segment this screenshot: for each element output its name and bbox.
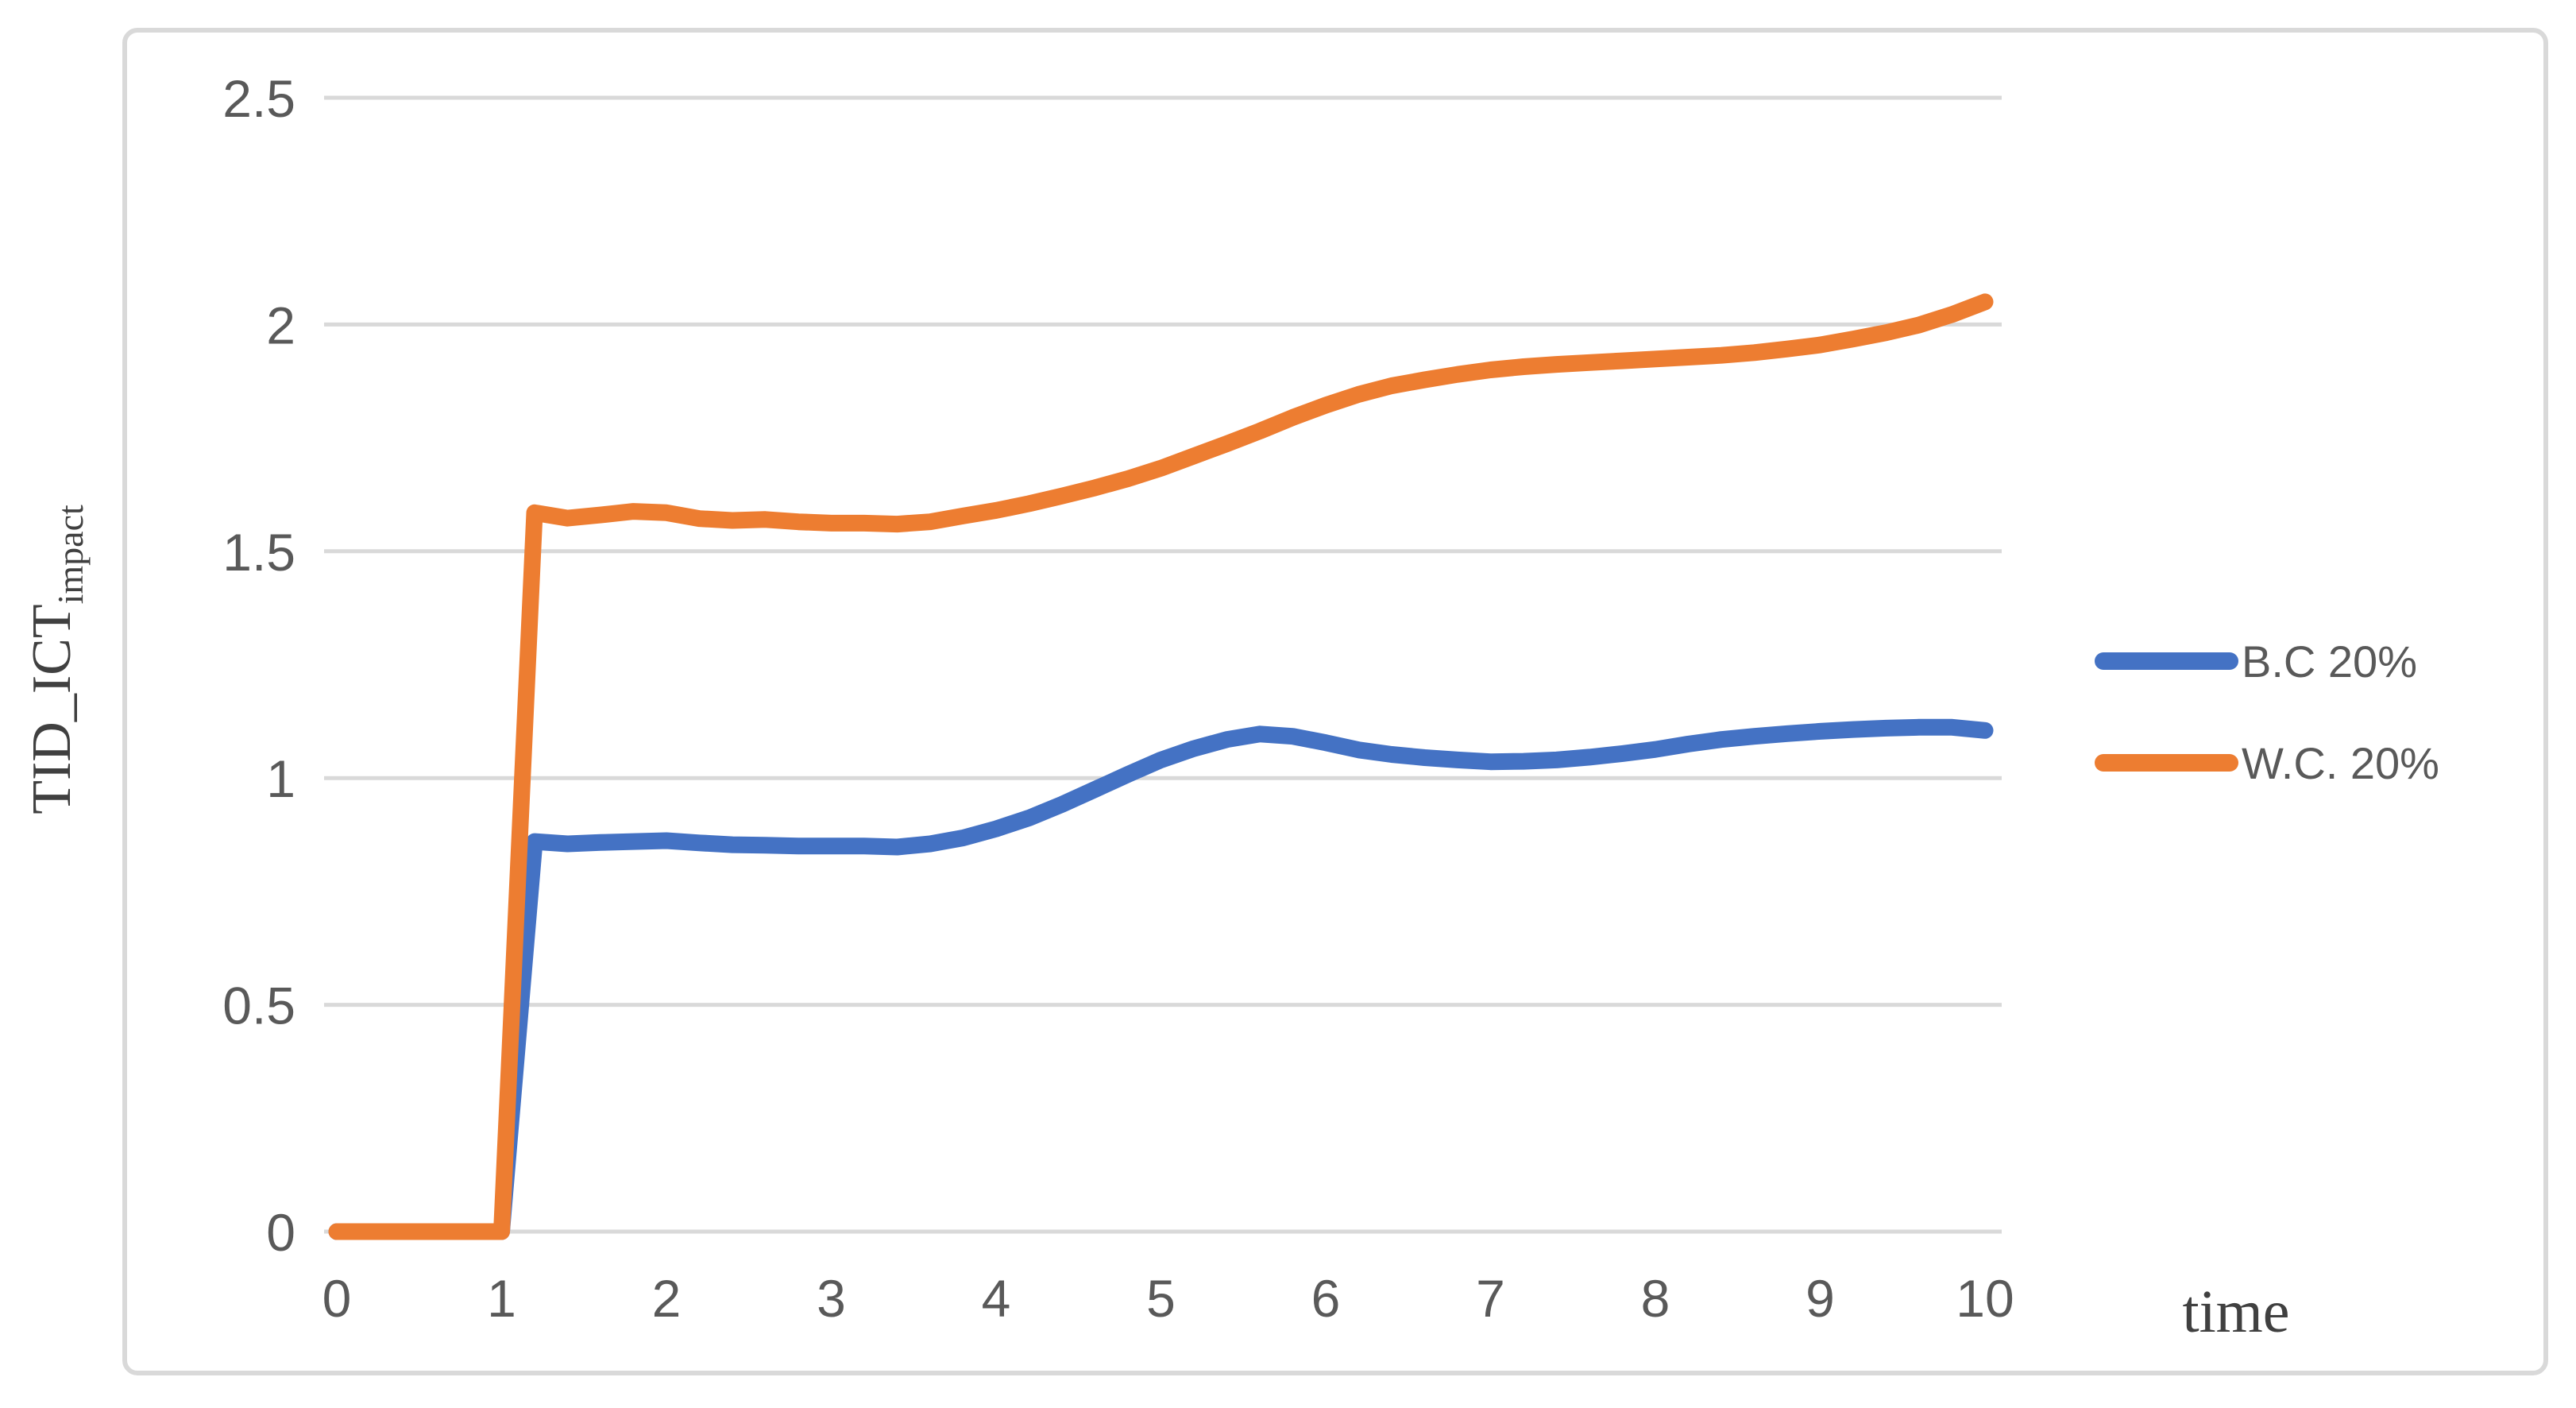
x-tick-label-7: 7 xyxy=(1476,1269,1505,1328)
x-tick-label-8: 8 xyxy=(1641,1269,1670,1328)
legend-item-wc: W.C. 20% xyxy=(2095,738,2439,788)
y-axis-title-subscript: impact xyxy=(50,505,91,604)
x-tick-label-0: 0 xyxy=(322,1269,352,1328)
y-tick-label-0: 0 xyxy=(266,1203,295,1262)
y-axis-title: TID_ICTimpact xyxy=(21,505,91,814)
y-tick-label-1.5: 1.5 xyxy=(222,523,295,582)
x-tick-label-2: 2 xyxy=(652,1269,682,1328)
x-tick-label-9: 9 xyxy=(1806,1269,1835,1328)
y-tick-label-0.5: 0.5 xyxy=(222,977,295,1035)
y-tick-label-2.5: 2.5 xyxy=(222,69,295,128)
legend: B.C 20% W.C. 20% xyxy=(2095,636,2439,788)
x-tick-label-1: 1 xyxy=(487,1269,516,1328)
gridlines xyxy=(324,95,2002,1234)
series-line-bc xyxy=(328,718,1994,1240)
legend-label-bc: B.C 20% xyxy=(2242,636,2417,687)
series-lines xyxy=(328,293,1994,1240)
x-axis-title: time xyxy=(2182,1278,2289,1345)
series-line-wc xyxy=(328,293,1994,1240)
y-tick-label-2: 2 xyxy=(266,296,295,354)
plot-border xyxy=(122,28,2548,1375)
y-axis-tick-labels: 0 0.5 1 1.5 2 2.5 xyxy=(222,69,295,1262)
x-tick-label-3: 3 xyxy=(817,1269,846,1328)
x-tick-label-4: 4 xyxy=(982,1269,1011,1328)
y-axis-title-main: TID_ICT xyxy=(21,604,83,814)
x-tick-label-5: 5 xyxy=(1146,1269,1176,1328)
y-tick-label-1: 1 xyxy=(266,749,295,808)
x-axis-tick-labels: 0 1 2 3 4 5 6 7 8 9 10 xyxy=(322,1269,2014,1328)
legend-label-wc: W.C. 20% xyxy=(2242,738,2439,788)
legend-item-bc: B.C 20% xyxy=(2095,636,2417,687)
x-tick-label-10: 10 xyxy=(1956,1269,2014,1328)
x-tick-label-6: 6 xyxy=(1311,1269,1341,1328)
